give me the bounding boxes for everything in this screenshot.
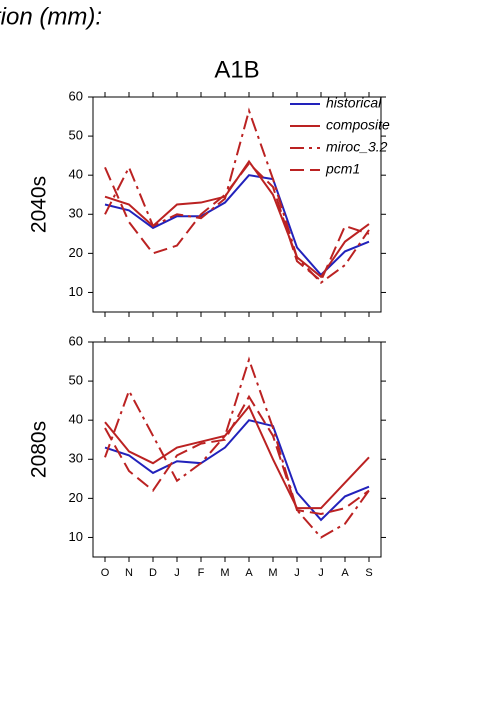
- legend-label: historical: [326, 95, 382, 111]
- y-axis-label: 2080s: [28, 421, 51, 478]
- y-tick-label: 50: [69, 128, 83, 143]
- plot-frame: [92, 341, 382, 558]
- series-line: [104, 107, 370, 285]
- series-line: [104, 159, 370, 279]
- legend-label: pcm1: [325, 161, 360, 177]
- y-tick-label: 30: [69, 206, 83, 221]
- x-tick-label: J: [318, 567, 324, 579]
- y-tick-label: 40: [69, 412, 83, 427]
- legend-label: miroc_3.2: [326, 139, 388, 155]
- series-line: [104, 394, 370, 516]
- series-line: [104, 419, 370, 522]
- y-axis-label: 2040s: [28, 176, 51, 233]
- y-tick-label: 50: [69, 373, 83, 388]
- x-tick-label: S: [365, 567, 372, 579]
- x-tick-label: M: [268, 567, 277, 579]
- x-tick-label: O: [101, 567, 110, 579]
- legend-label: composite: [326, 117, 390, 133]
- series-line: [104, 174, 370, 277]
- x-tick-label: D: [149, 567, 157, 579]
- plot-frame: [92, 96, 382, 313]
- y-tick-label: 30: [69, 451, 83, 466]
- y-tick-label: 20: [69, 490, 83, 505]
- y-tick-label: 10: [69, 529, 83, 544]
- y-tick-label: 10: [69, 284, 83, 299]
- series-line: [104, 356, 370, 539]
- series-line: [104, 404, 370, 510]
- chart-title: A1B: [214, 56, 259, 83]
- y-tick-label: 60: [69, 88, 83, 103]
- page-title: tion (mm):: [0, 3, 102, 30]
- x-tick-label: J: [294, 567, 300, 579]
- y-tick-label: 60: [69, 333, 83, 348]
- y-tick-label: 40: [69, 167, 83, 182]
- x-tick-label: M: [220, 567, 229, 579]
- y-tick-label: 20: [69, 245, 83, 260]
- series-line: [104, 161, 370, 283]
- x-tick-label: J: [174, 567, 180, 579]
- x-tick-label: A: [341, 567, 349, 579]
- x-tick-label: N: [125, 567, 133, 579]
- x-tick-label: F: [198, 567, 205, 579]
- x-tick-label: A: [245, 567, 253, 579]
